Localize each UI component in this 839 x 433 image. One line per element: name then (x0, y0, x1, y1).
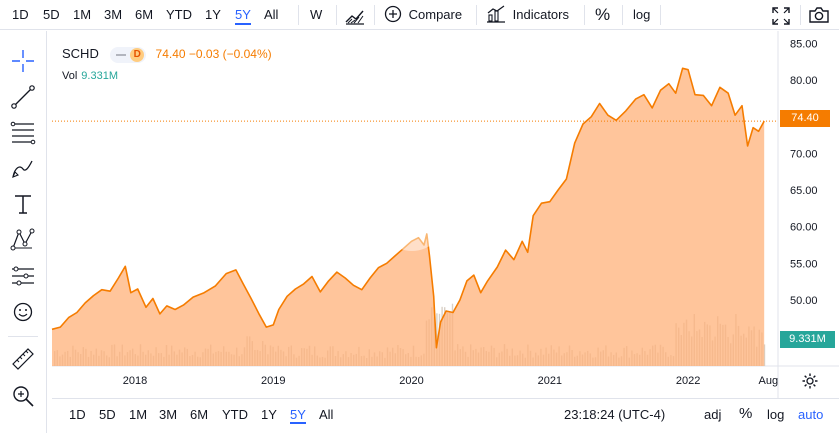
y-tick-label: 55.00 (790, 258, 818, 270)
range-1y-button[interactable]: 1Y (205, 7, 221, 22)
indicators-label: Indicators (512, 7, 569, 22)
bottom-toolbar: 1D 5D 1M 3M 6M YTD 1Y 5Y All 23:18:24 (U… (52, 398, 839, 433)
bottom-range-5y-button[interactable]: 5Y (290, 407, 306, 424)
horizontal-lines-icon (10, 121, 36, 145)
bottom-range-3m-button[interactable]: 3M (159, 407, 178, 422)
bottom-range-5d-button[interactable]: 5D (99, 407, 116, 422)
chart-settings-button[interactable] (801, 372, 819, 390)
compare-label: Compare (408, 7, 463, 22)
volume-bar (436, 313, 438, 366)
range-5y-label: 5Y (235, 7, 251, 25)
range-ytd-button[interactable]: YTD (166, 7, 192, 22)
delay-badge: D (130, 47, 145, 62)
price-area (52, 68, 765, 367)
percent-scale-button[interactable]: % (595, 5, 611, 24)
area-chart-icon (345, 10, 364, 25)
measure-tool[interactable] (10, 346, 36, 372)
indicators-button[interactable]: Indicators (486, 0, 569, 30)
fullscreen-button[interactable] (772, 6, 790, 25)
range-3m-button[interactable]: 3M (104, 7, 123, 22)
bottom-range-6m-button[interactable]: 6M (190, 407, 209, 422)
volume-bar (763, 344, 766, 366)
volume-tag: 9.331M (780, 331, 835, 348)
bottom-range-1d-button[interactable]: 1D (69, 407, 86, 422)
y-tick-label: 65.00 (790, 185, 818, 197)
drawing-toolbar (0, 31, 47, 433)
range-5y-button[interactable]: 5Y (235, 0, 251, 30)
text-icon (15, 195, 31, 214)
x-tick-label: 2018 (123, 375, 147, 387)
y-tick-label: 50.00 (790, 295, 818, 307)
icon-tool[interactable] (10, 299, 36, 325)
brush-icon (12, 160, 33, 178)
log-scale-button[interactable]: log (633, 7, 651, 22)
symbol-name[interactable]: SCHD (62, 46, 99, 61)
y-tick-label: 60.00 (790, 222, 818, 234)
bottom-range-1y-button[interactable]: 1Y (261, 407, 277, 422)
clock-timezone[interactable]: 23:18:24 (UTC-4) (564, 407, 666, 422)
y-tick-label: 70.00 (790, 148, 818, 160)
bottom-range-all-button[interactable]: All (319, 407, 334, 422)
market-status-pill[interactable]: D (110, 46, 147, 63)
bottom-percent-toggle[interactable]: % (739, 405, 753, 422)
snapshot-button[interactable] (808, 5, 830, 25)
top-toolbar: 1D 5D 1M 3M 6M YTD 1Y 5Y All W Compare I… (0, 0, 839, 30)
pattern-icon (10, 228, 35, 251)
range-6m-button[interactable]: 6M (135, 7, 154, 22)
smiley-icon (13, 302, 33, 322)
volume-value: 9.331M (81, 70, 118, 82)
x-tick-label: 2019 (261, 375, 285, 387)
fib-retracement-tool[interactable] (10, 119, 36, 145)
range-1m-button[interactable]: 1M (73, 7, 92, 22)
range-5d-button[interactable]: 5D (43, 7, 60, 22)
x-tick-label: 2021 (538, 375, 562, 387)
x-tick-label: 2020 (399, 375, 423, 387)
volume-label: Vol (62, 70, 78, 82)
price-line (51, 67, 765, 349)
trend-line-tool[interactable] (10, 84, 36, 110)
bottom-range-1m-button[interactable]: 1M (129, 407, 148, 422)
zoom-tool[interactable] (10, 383, 36, 409)
volume-legend: Vol 9.331M (62, 70, 118, 82)
prediction-tool[interactable] (10, 263, 36, 289)
y-tick-label: 85.00 (790, 38, 818, 50)
prediction-icon (12, 266, 34, 286)
camera-icon (809, 7, 829, 23)
chart-legend: SCHD D 74.40 −0.03 (−0.04%) (62, 46, 272, 63)
pattern-tool[interactable] (10, 227, 36, 253)
watermark-logo (379, 185, 445, 251)
add-circle-icon (384, 5, 402, 23)
trend-line-icon (11, 85, 35, 109)
compare-button[interactable]: Compare (384, 0, 462, 30)
range-all-button[interactable]: All (264, 7, 279, 22)
y-tick-label: 80.00 (790, 75, 818, 87)
auto-scale-toggle[interactable]: auto (798, 407, 824, 422)
interval-button[interactable]: W (310, 7, 323, 22)
minus-icon (116, 53, 127, 56)
text-tool[interactable] (10, 191, 36, 217)
x-tick-label: Aug (759, 375, 779, 387)
adj-toggle[interactable]: adj (704, 407, 722, 422)
range-1d-button[interactable]: 1D (12, 7, 29, 22)
fullscreen-icon (772, 7, 790, 25)
bottom-log-toggle[interactable]: log (767, 407, 785, 422)
gear-icon (802, 373, 818, 389)
last-price-tag: 74.40 (780, 110, 830, 127)
crosshair-icon (12, 50, 34, 72)
indicators-icon (487, 5, 505, 23)
price-change: 74.40 −0.03 (−0.04%) (155, 47, 272, 61)
bottom-range-5y-label: 5Y (290, 407, 306, 424)
bottom-range-ytd-button[interactable]: YTD (222, 407, 248, 422)
chart-type-button[interactable] (344, 6, 366, 25)
brush-tool[interactable] (10, 155, 36, 181)
ruler-icon (12, 348, 34, 370)
crosshair-tool[interactable] (10, 48, 36, 74)
zoom-in-icon (13, 386, 34, 407)
x-tick-label: 2022 (676, 375, 700, 387)
